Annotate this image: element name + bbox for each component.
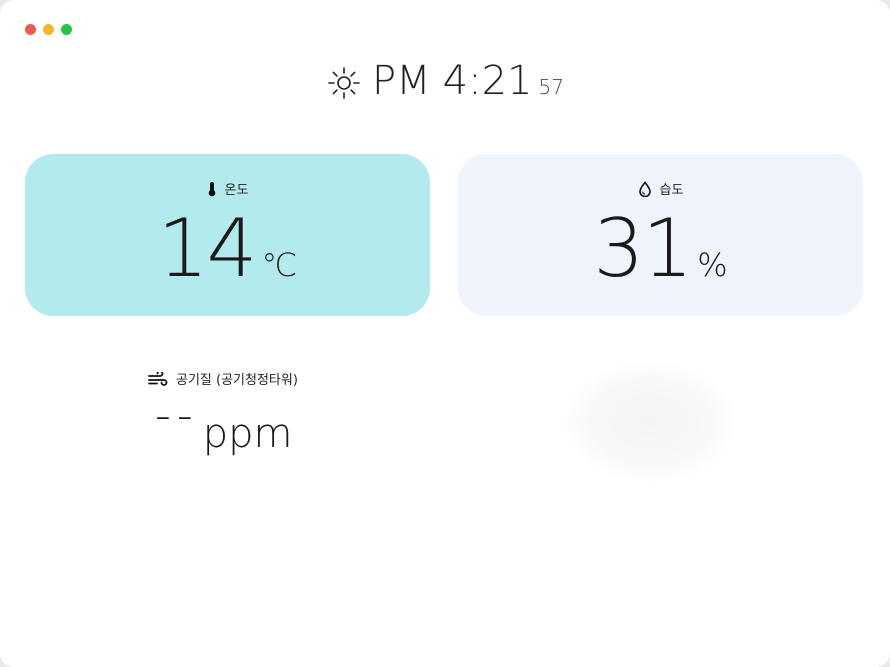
humidity-unit: %	[697, 246, 728, 284]
temperature-value-row: 14 ℃	[25, 204, 430, 294]
temperature-unit: ℃	[261, 246, 298, 284]
window-controls	[25, 24, 72, 35]
air-quality-label: 공기질 (공기청정타워)	[176, 373, 298, 388]
droplet-icon	[638, 180, 651, 197]
thermometer-icon	[208, 181, 215, 196]
air-quality-value-row: -- ppm	[155, 394, 293, 458]
humidity-value-row: 31 %	[458, 204, 863, 294]
air-quality-unit: ppm	[202, 411, 293, 457]
clock-ampm: PM	[372, 58, 431, 104]
humidity-label-row: 습도	[458, 179, 863, 198]
wind-icon	[148, 371, 168, 386]
humidity-label: 습도	[659, 183, 684, 198]
temperature-value: 14	[157, 202, 258, 295]
clock-seconds: 57	[538, 75, 564, 99]
close-button[interactable]	[25, 24, 36, 35]
air-quality-label-row: 공기질 (공기청정타워)	[148, 369, 298, 388]
placeholder-blob	[565, 362, 735, 482]
humidity-value: 31	[593, 202, 693, 295]
sun-icon	[328, 67, 360, 99]
minimize-button[interactable]	[43, 24, 54, 35]
temperature-card: 온도 14 ℃	[25, 154, 430, 316]
clock-time: 4:21	[442, 58, 533, 104]
air-quality-value: --	[155, 390, 199, 441]
maximize-button[interactable]	[61, 24, 72, 35]
humidity-card: 습도 31 %	[458, 154, 863, 316]
clock: PM 4:21 57	[0, 58, 890, 104]
temperature-label: 온도	[224, 183, 249, 198]
temperature-label-row: 온도	[25, 179, 430, 198]
